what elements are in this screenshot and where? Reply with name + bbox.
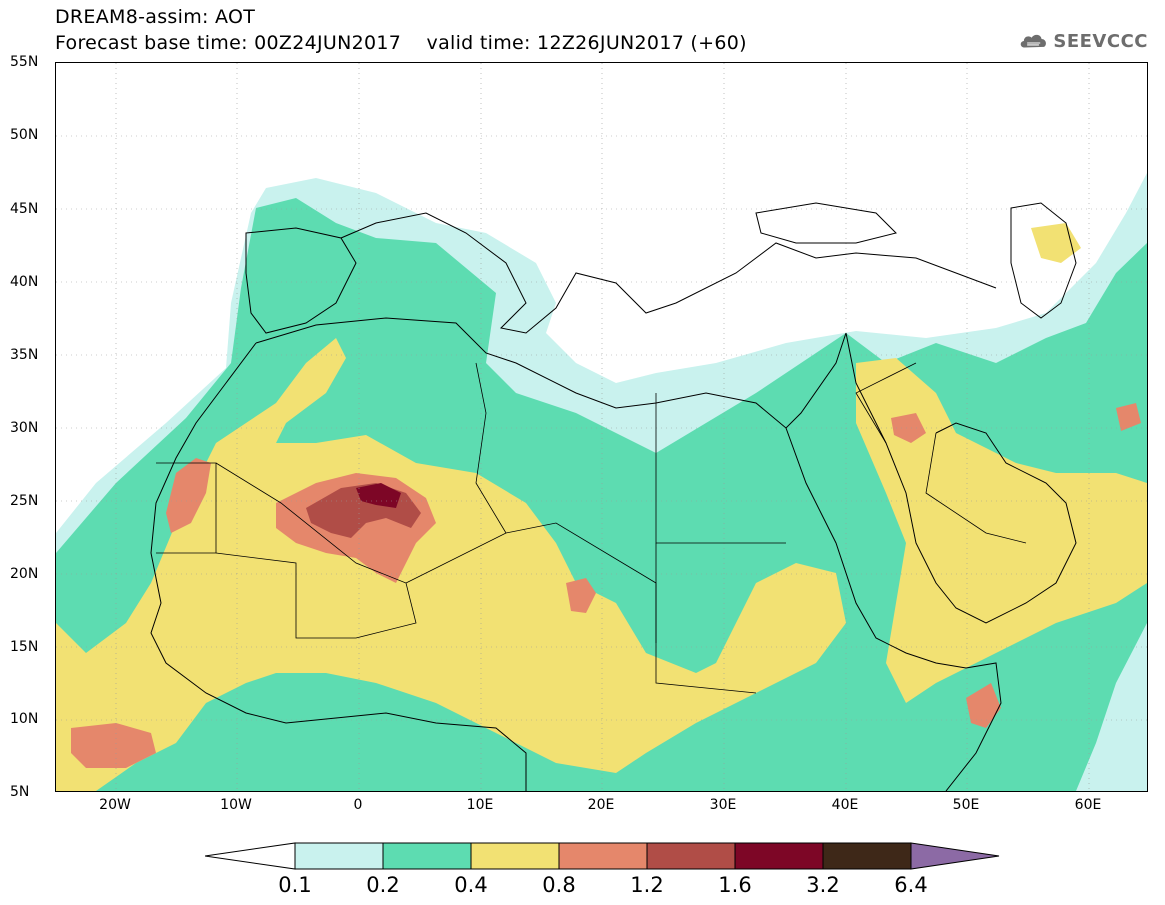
aot-contour-0.4-arabia — [856, 358, 1147, 703]
colorbar — [204, 842, 1000, 870]
colorbar-label-3.2: 3.2 — [806, 873, 840, 897]
lon-label-30e: 30E — [709, 797, 737, 813]
coastlines — [150, 202, 1077, 791]
colorbar-label-0.1: 0.1 — [278, 873, 312, 897]
colorbar-bin-0.4 — [470, 842, 560, 870]
aot-map — [55, 62, 1148, 792]
graticule — [56, 63, 1147, 791]
aot-contour-0.8-somalia — [966, 683, 1001, 728]
lat-label-40n: 40N — [10, 274, 39, 290]
aot-contour-0.8-westsahara — [166, 458, 211, 533]
lat-label-5n: 5N — [10, 784, 30, 800]
lat-label-20n: 20N — [10, 566, 39, 582]
aot-contour-0.8-chad — [566, 578, 596, 613]
aot-contour-0.8-iraq — [891, 413, 926, 443]
aot-contour-1.6 — [356, 483, 401, 508]
lon-label-20e: 20E — [587, 797, 615, 813]
aot-contour-0.8-gulf — [1116, 403, 1141, 431]
colorbar-label-6.4: 6.4 — [894, 873, 928, 897]
colorbar-under-triangle — [204, 842, 296, 870]
colorbar-bin-0.8 — [558, 842, 648, 870]
lon-label-10e: 10E — [466, 797, 494, 813]
colorbar-bin-3.2 — [822, 842, 912, 870]
colorbar-bin-0.1 — [294, 842, 384, 870]
lat-label-55n: 55N — [10, 54, 39, 70]
lon-label-10w: 10W — [220, 797, 252, 813]
colorbar-over-triangle — [910, 842, 1000, 870]
colorbar-bin-0.2 — [382, 842, 472, 870]
colorbar-bin-1.2 — [646, 842, 736, 870]
lat-label-30n: 30N — [10, 420, 39, 436]
colorbar-label-0.2: 0.2 — [366, 873, 400, 897]
lon-label-20w: 20W — [99, 797, 131, 813]
lat-label-15n: 15N — [10, 639, 39, 655]
aot-contour-0.4-sahara — [56, 338, 846, 791]
lon-label-0: 0 — [353, 797, 363, 813]
cloud-icon — [1020, 34, 1046, 48]
colorbar-label-1.6: 1.6 — [718, 873, 752, 897]
colorbar-bin-1.6 — [734, 842, 824, 870]
lon-label-50e: 50E — [952, 797, 980, 813]
aot-field — [56, 63, 1147, 791]
lat-label-10n: 10N — [10, 711, 39, 727]
map-title: DREAM8-assim: AOT — [55, 6, 256, 28]
lon-label-60e: 60E — [1074, 797, 1102, 813]
lat-label-45n: 45N — [10, 201, 39, 217]
country-borders — [156, 362, 1027, 694]
forecast-times: Forecast base time: 00Z24JUN2017 valid t… — [55, 32, 747, 54]
lat-label-50n: 50N — [10, 127, 39, 143]
seevccc-logo: SEEVCCC — [1018, 26, 1148, 56]
lat-label-25n: 25N — [10, 493, 39, 509]
aot-contour-0.4-caspian — [1031, 223, 1081, 263]
lat-label-35n: 35N — [10, 347, 39, 363]
colorbar-label-1.2: 1.2 — [630, 873, 664, 897]
aot-contour-0.8-guinea — [71, 723, 156, 768]
colorbar-label-0.8: 0.8 — [542, 873, 576, 897]
logo-text: SEEVCCC — [1053, 30, 1148, 52]
colorbar-label-0.4: 0.4 — [454, 873, 488, 897]
lon-label-40e: 40E — [831, 797, 859, 813]
